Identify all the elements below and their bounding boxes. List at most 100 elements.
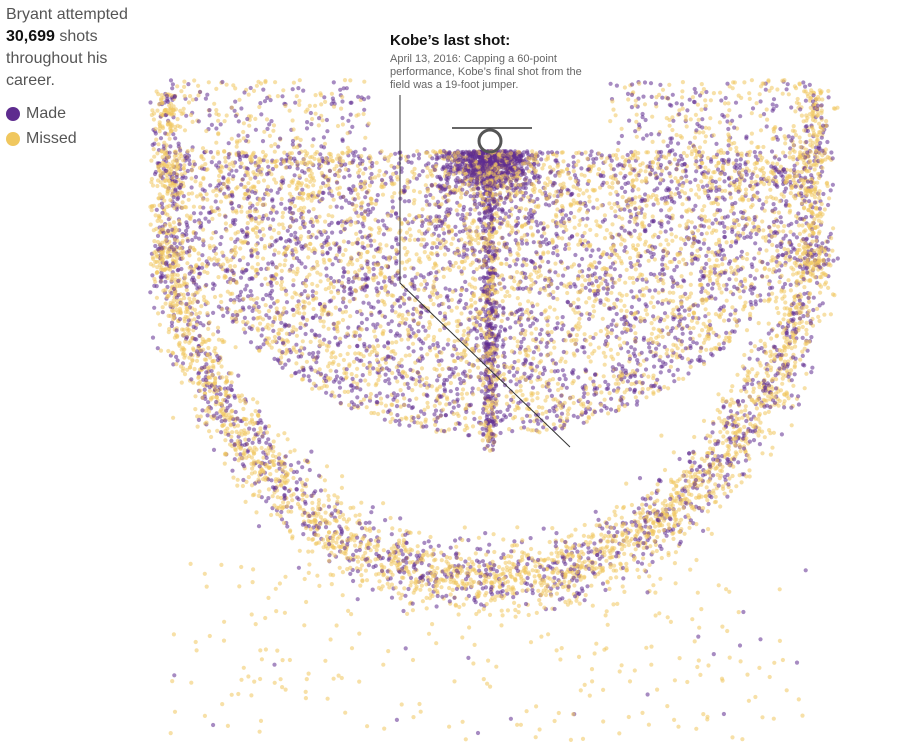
- shot-point: [242, 315, 247, 320]
- shot-point: [616, 362, 622, 367]
- shot-point: [782, 224, 787, 229]
- shot-point: [402, 274, 407, 279]
- shot-point: [369, 171, 374, 177]
- shot-point: [673, 192, 678, 197]
- shot-point: [560, 216, 566, 221]
- shot-point: [649, 321, 654, 326]
- shot-point: [474, 307, 479, 312]
- shot-point: [556, 171, 561, 176]
- shot-point: [402, 246, 407, 251]
- shot-point: [376, 299, 381, 304]
- shot-point: [582, 230, 587, 236]
- shot-point: [212, 209, 217, 214]
- shot-point: [750, 203, 755, 208]
- shot-point: [600, 182, 605, 188]
- shot-point: [294, 272, 299, 277]
- shot-point: [469, 238, 474, 243]
- shot-point: [284, 310, 289, 315]
- shot-point: [237, 258, 242, 263]
- shot-point: [654, 335, 659, 340]
- shot-point: [565, 167, 570, 172]
- shot-point: [306, 235, 311, 240]
- shot-point: [553, 270, 558, 275]
- shot-point: [751, 221, 756, 226]
- shot-point: [416, 237, 421, 242]
- shot-point: [533, 204, 539, 209]
- shot-point: [298, 325, 303, 330]
- shot-point: [368, 395, 373, 400]
- shot-point: [279, 355, 284, 360]
- shot-point: [412, 237, 417, 242]
- shot-point: [197, 220, 202, 225]
- shot-point: [388, 419, 393, 425]
- shot-point: [462, 354, 467, 359]
- shot-point: [312, 332, 317, 337]
- shot-point: [411, 318, 416, 323]
- shot-point: [733, 200, 738, 206]
- shot-point: [241, 327, 246, 332]
- shot-point: [749, 284, 754, 289]
- shot-point: [689, 251, 695, 256]
- shot-point: [407, 257, 412, 262]
- shot-point: [350, 279, 355, 284]
- shot-point: [184, 213, 190, 218]
- shot-point: [228, 280, 233, 285]
- shot-point: [460, 396, 465, 401]
- shot-point: [392, 165, 397, 170]
- shot-point: [449, 297, 454, 302]
- shot-point: [658, 316, 664, 322]
- shot-point: [247, 325, 252, 330]
- shot-point: [249, 154, 254, 159]
- shot-point: [721, 308, 727, 313]
- shot-point: [748, 311, 753, 316]
- shot-point: [750, 172, 755, 177]
- shot-point: [310, 223, 315, 228]
- shot-point: [783, 154, 788, 159]
- shot-point: [439, 350, 444, 355]
- shot-point: [477, 315, 482, 321]
- shot-point: [747, 316, 753, 321]
- shot-point: [305, 293, 310, 298]
- shot-point: [220, 307, 225, 312]
- shot-point: [575, 415, 580, 420]
- shot-point: [449, 241, 454, 247]
- shot-point: [643, 308, 648, 313]
- shot-point: [576, 297, 581, 302]
- shot-point: [294, 342, 299, 347]
- shot-point: [725, 226, 730, 231]
- shot-point: [586, 167, 592, 172]
- shot-point: [295, 236, 300, 241]
- shot-point: [518, 388, 523, 393]
- shot-point: [666, 188, 671, 193]
- shot-point: [607, 201, 612, 206]
- shot-point: [189, 176, 194, 181]
- shot-point: [762, 266, 768, 271]
- shot-point: [727, 338, 732, 343]
- shot-point: [464, 391, 470, 396]
- shot-point: [441, 381, 447, 386]
- shot-point: [536, 180, 542, 185]
- shot-point: [473, 277, 478, 282]
- shot-point: [559, 223, 564, 228]
- shot-point: [417, 190, 422, 195]
- shot-point: [225, 310, 230, 315]
- shot-point: [522, 425, 527, 430]
- shot-point: [465, 425, 470, 431]
- shot-point: [713, 217, 719, 222]
- shot-point: [299, 181, 304, 186]
- shot-point: [691, 325, 696, 331]
- shot-point: [277, 262, 283, 267]
- shot-point: [663, 229, 668, 234]
- shot-point: [568, 281, 573, 286]
- shot-point: [648, 271, 654, 277]
- shot-point: [293, 230, 298, 235]
- shot-point: [285, 228, 290, 233]
- shot-point: [291, 325, 296, 330]
- shot-point: [407, 227, 412, 232]
- shot-point: [383, 372, 388, 377]
- shot-point: [451, 236, 456, 241]
- shot-point: [210, 216, 215, 221]
- shot-point: [603, 379, 608, 384]
- shot-point: [529, 361, 534, 367]
- shot-point: [395, 392, 400, 398]
